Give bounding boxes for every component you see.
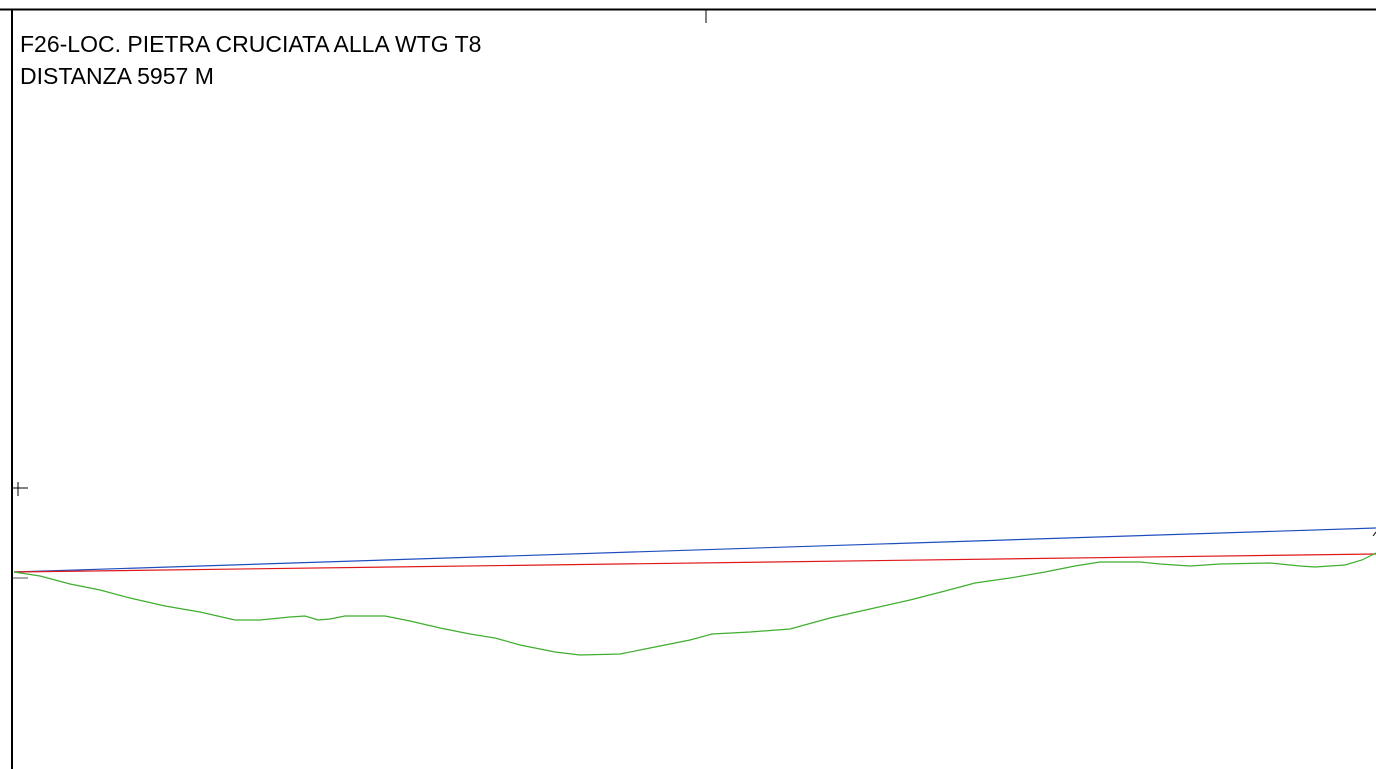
sight-line-top xyxy=(13,527,1376,573)
profile-header: F26-LOC. PIETRA CRUCIATA ALLA WTG T8 DIS… xyxy=(20,28,481,92)
terrain-profile xyxy=(13,552,1376,656)
observer-marker xyxy=(12,482,28,496)
sight-line-base xyxy=(13,553,1376,573)
distance-label: DISTANZA 5957 M xyxy=(20,63,214,89)
profile-title: F26-LOC. PIETRA CRUCIATA ALLA WTG T8 xyxy=(20,31,482,57)
